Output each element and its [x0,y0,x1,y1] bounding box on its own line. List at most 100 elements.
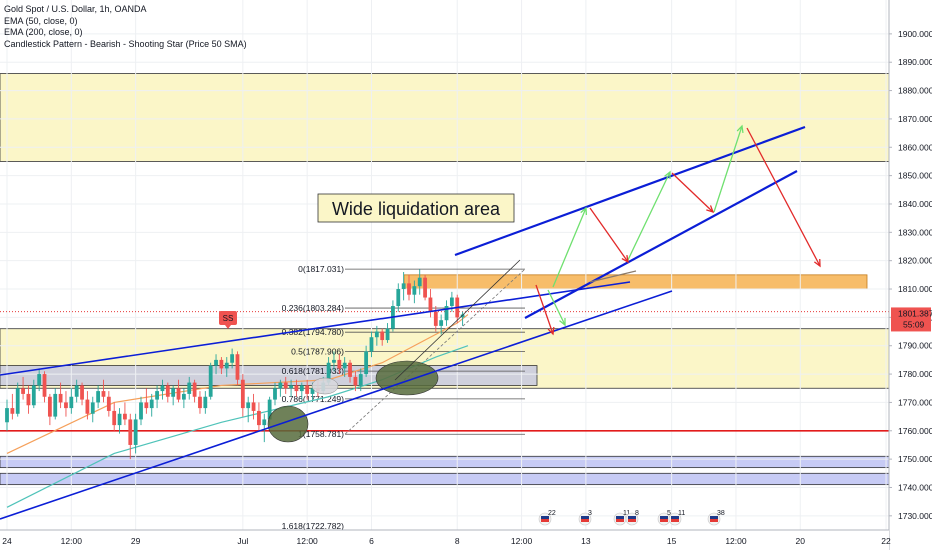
candle-body[interactable] [149,399,154,409]
candle-body[interactable] [374,331,379,338]
candle-body[interactable] [224,362,229,369]
candle-body[interactable] [417,277,422,287]
candle-body[interactable] [449,297,454,307]
green-arrow[interactable] [626,171,671,263]
candle-body[interactable] [230,354,235,363]
candle-body[interactable] [181,393,186,400]
candle-body[interactable] [53,393,58,417]
candle-body[interactable] [267,399,272,420]
candle-body[interactable] [299,385,304,392]
candle-body[interactable] [240,379,245,409]
candle-body[interactable] [106,396,111,411]
highlight-ellipse[interactable] [375,360,439,396]
ema200-line[interactable] [6,345,469,508]
highlight-ellipse[interactable] [311,377,339,395]
candle-body[interactable] [305,385,310,394]
candle-body[interactable] [198,396,202,409]
candle-body[interactable] [85,399,90,414]
candle-body[interactable] [31,385,36,406]
candle-body[interactable] [439,320,444,326]
candle-body[interactable] [289,385,293,389]
red-arrow[interactable] [589,207,629,263]
candle-body[interactable] [257,410,261,426]
candle-body[interactable] [246,402,251,409]
candle-body[interactable] [219,359,224,369]
candle-body[interactable] [139,402,143,420]
candle-body[interactable] [412,286,417,295]
annotation-box[interactable] [317,193,515,223]
candle-body[interactable] [407,283,411,295]
candle-body[interactable] [69,396,74,409]
candle-body[interactable] [80,385,84,400]
candle-body[interactable] [165,385,170,397]
candle-body[interactable] [192,382,197,397]
trendline-lower[interactable] [0,290,673,520]
candle-body[interactable] [58,393,63,403]
green-arrow[interactable] [552,207,587,288]
candle-body[interactable] [74,385,79,397]
candle-body[interactable] [444,306,449,321]
candle-body[interactable] [433,311,438,326]
candle-body[interactable] [208,365,213,397]
candle-body[interactable] [117,413,122,426]
candle-body[interactable] [278,382,283,389]
candle-body[interactable] [203,396,208,409]
candle-body[interactable] [364,351,369,375]
candle-body[interactable] [15,388,20,414]
symbol-title[interactable]: Gold Spot / U.S. Dollar, 1h, OANDA [4,4,147,14]
candle-body[interactable] [332,359,336,363]
candle-body[interactable] [283,382,288,389]
candle-body[interactable] [101,391,106,397]
candle-body[interactable] [10,408,15,414]
candle-body[interactable] [176,388,181,400]
pattern-legend[interactable]: Candlestick Pattern - Bearish - Shooting… [4,38,247,49]
candle-body[interactable] [160,385,165,392]
candle-body[interactable] [460,314,465,318]
candle-body[interactable] [262,419,267,426]
candle-body[interactable] [310,388,315,394]
candle-body[interactable] [385,328,390,341]
candle-body[interactable] [428,297,433,312]
candle-body[interactable] [171,388,176,397]
candle-body[interactable] [326,362,331,383]
red-arrow[interactable] [671,172,714,213]
candle-body[interactable] [423,277,427,298]
candle-body[interactable] [337,359,342,369]
channel-top[interactable] [454,125,806,257]
red-arrow[interactable] [746,127,821,267]
candle-body[interactable] [128,419,133,445]
candle-body[interactable] [235,354,240,380]
channel-bottom[interactable] [524,170,798,319]
candle-body[interactable] [5,408,9,423]
ema200-legend[interactable]: EMA (200, close, 0) [4,27,83,37]
highlight-ellipse[interactable] [267,405,309,443]
candle-body[interactable] [187,382,192,394]
candle-body[interactable] [155,391,159,400]
candle-body[interactable] [144,402,149,409]
candle-body[interactable] [123,413,127,420]
candle-body[interactable] [358,374,363,386]
candle-body[interactable] [396,289,401,307]
trendline-upper-left[interactable] [0,281,631,376]
candle-body[interactable] [96,391,101,403]
candle-body[interactable] [42,374,47,397]
candle-body[interactable] [294,385,299,392]
candle-body[interactable] [21,388,25,394]
ema50-legend[interactable]: EMA (50, close, 0) [4,15,78,26]
candle-body[interactable] [273,388,277,400]
candle-body[interactable] [251,402,256,411]
red-arrow[interactable] [535,284,554,335]
candle-body[interactable] [64,402,68,409]
candle-body[interactable] [342,362,347,369]
green-arrow[interactable] [713,125,743,213]
candle-body[interactable] [133,419,138,445]
candle-body[interactable] [353,376,358,386]
candle-body[interactable] [214,359,218,366]
candle-body[interactable] [90,402,95,414]
candle-body[interactable] [26,393,31,406]
green-arrow[interactable] [547,289,566,326]
candle-body[interactable] [47,396,52,417]
candle-body[interactable] [380,331,385,341]
candle-body[interactable] [37,374,42,386]
